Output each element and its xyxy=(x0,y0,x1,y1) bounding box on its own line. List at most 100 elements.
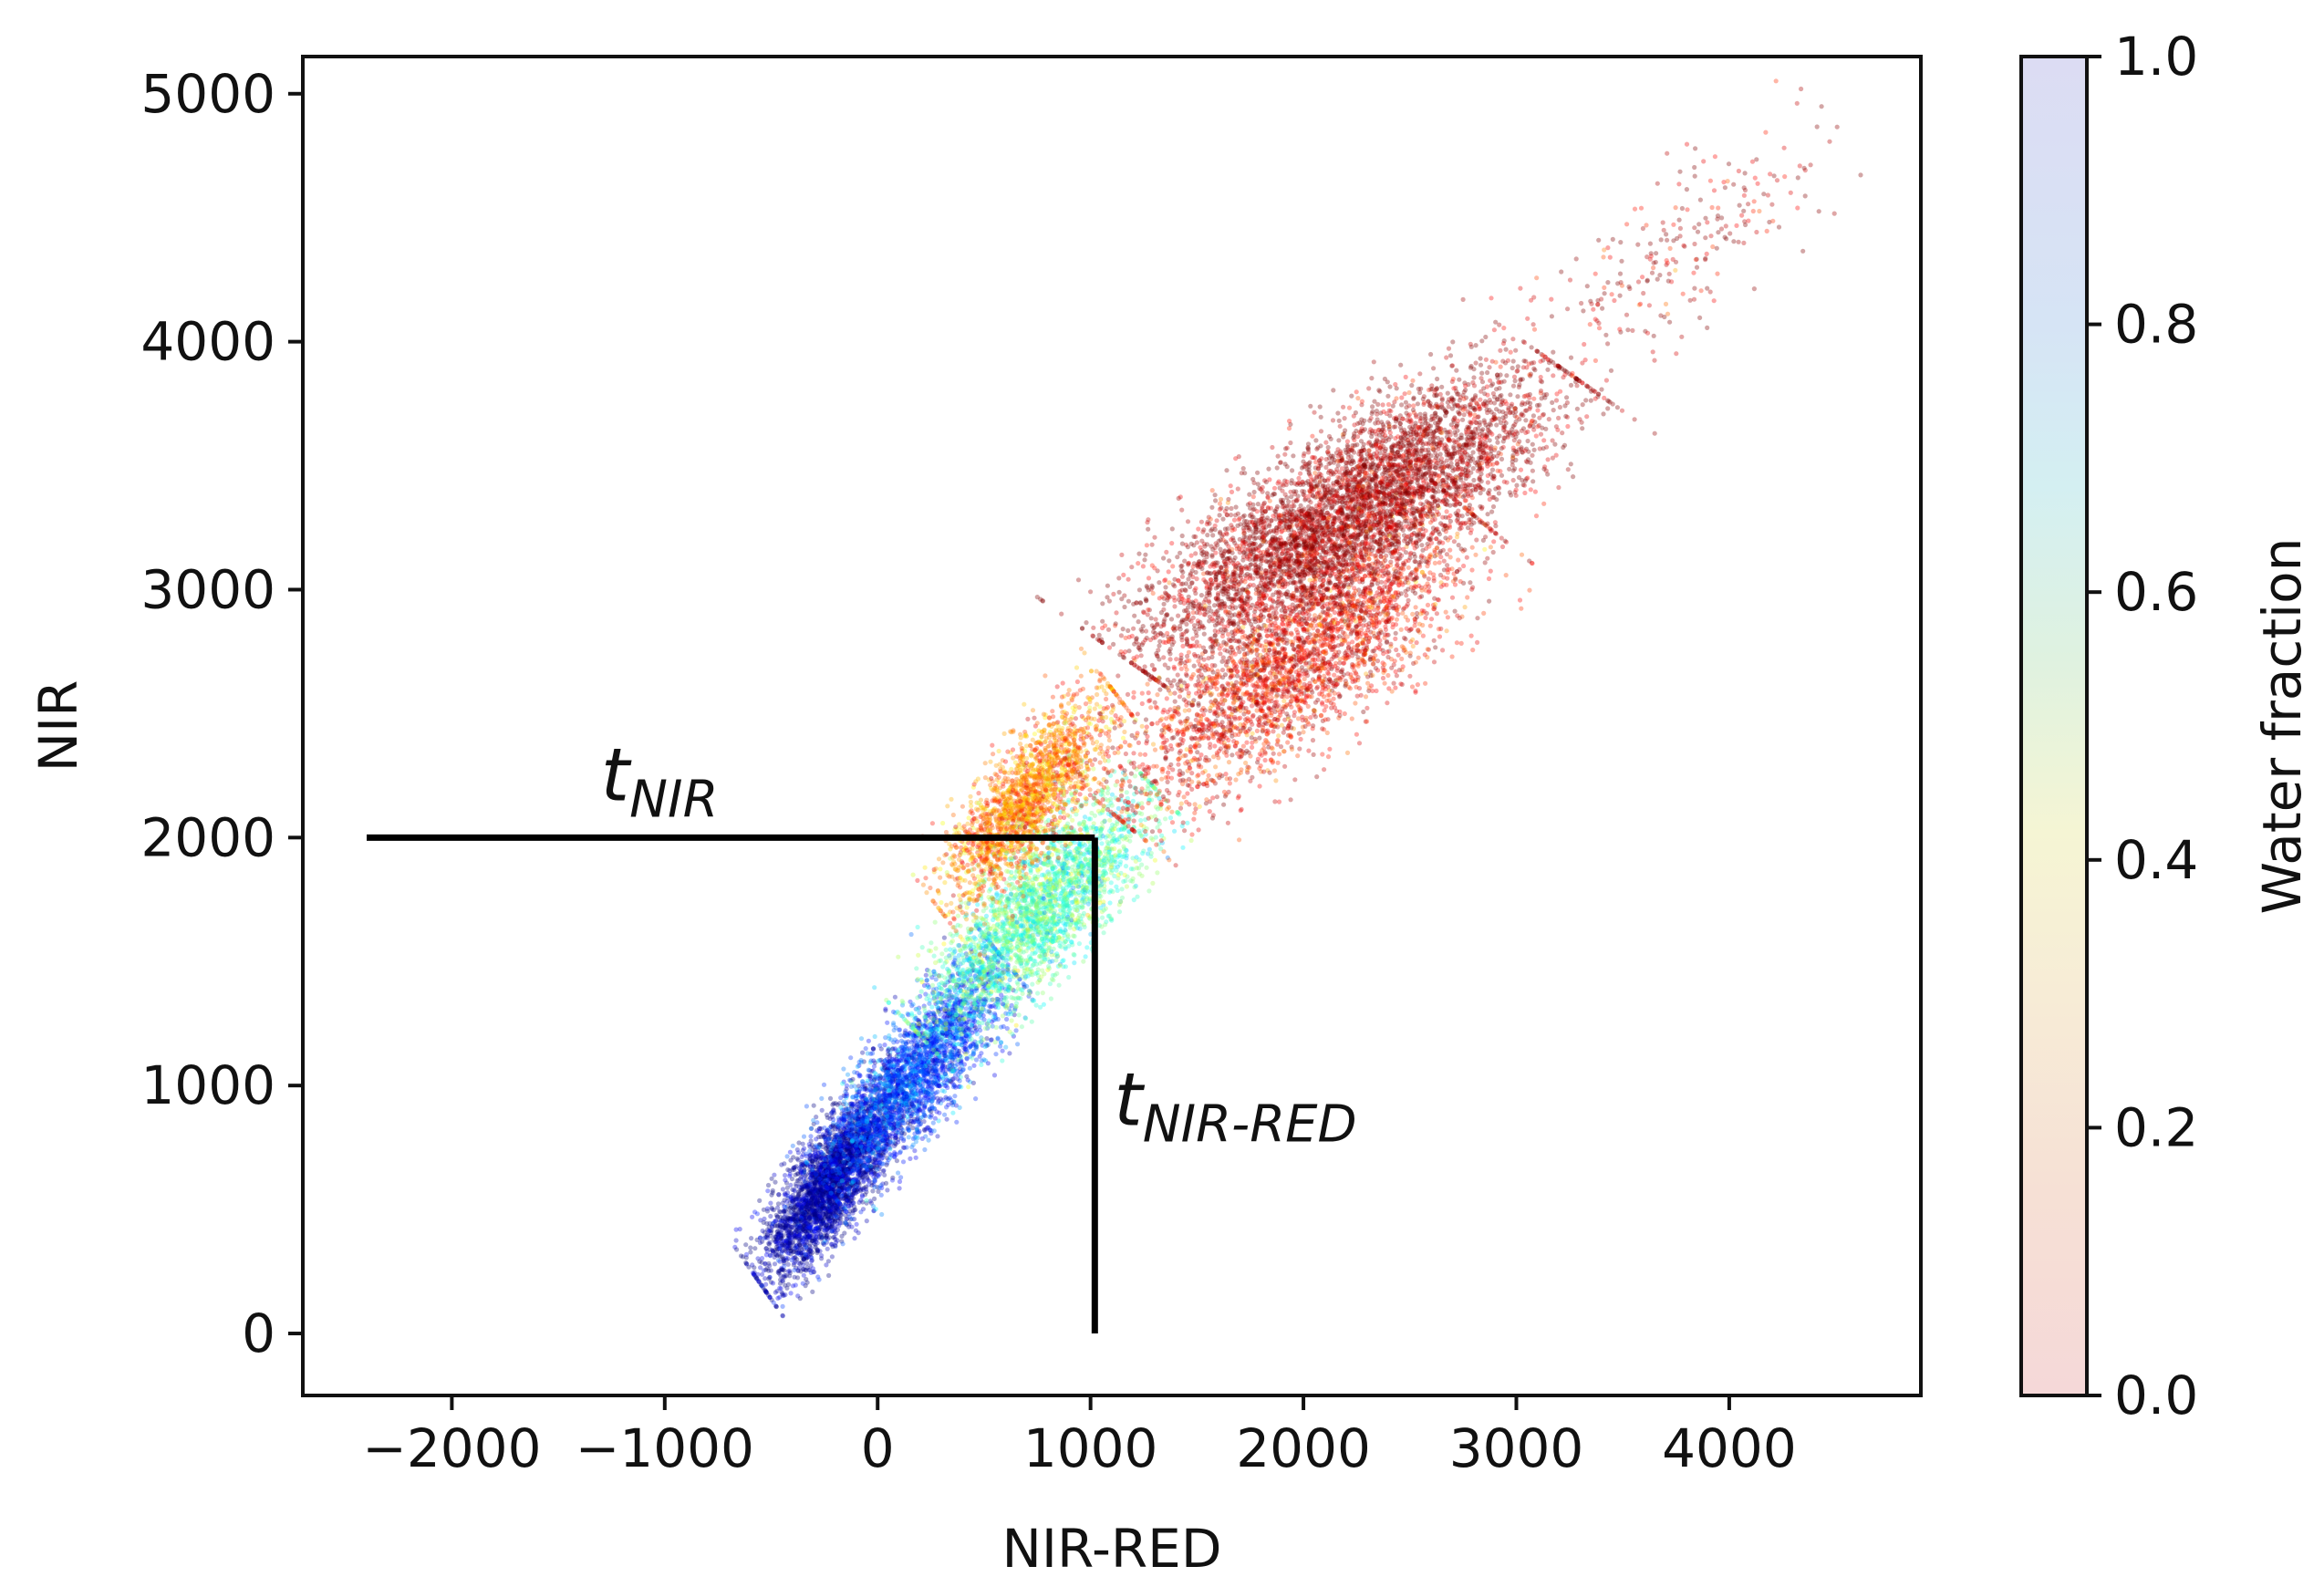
scatter-point xyxy=(819,1095,825,1101)
scatter-point xyxy=(880,1155,886,1160)
scatter-point xyxy=(761,1219,766,1225)
scatter-point xyxy=(819,1107,825,1113)
scatter-point xyxy=(838,1095,844,1101)
scatter-point xyxy=(808,1225,814,1230)
scatter-point xyxy=(807,1148,813,1154)
scatter-point xyxy=(788,1194,794,1199)
scatter-point xyxy=(811,1103,816,1108)
scatter-point xyxy=(814,1186,819,1191)
scatter-point xyxy=(799,1208,805,1213)
scatter-point xyxy=(898,1175,904,1180)
scatter-point xyxy=(822,1215,827,1220)
scatter-point xyxy=(854,1143,859,1148)
scatter-point xyxy=(930,1120,936,1125)
scatter-point xyxy=(790,1167,795,1173)
scatter-point xyxy=(886,1133,891,1138)
scatter-point xyxy=(768,1200,773,1206)
scatter-point xyxy=(797,1296,803,1302)
scatter-point xyxy=(787,1173,793,1178)
scatter-point xyxy=(804,1239,809,1244)
scatter-point xyxy=(807,1248,813,1253)
scatter-point xyxy=(869,1096,875,1102)
scatter-point xyxy=(743,1242,749,1248)
scatter-point xyxy=(773,1251,778,1257)
scatter-point xyxy=(1000,1048,1005,1053)
scatter-point xyxy=(800,1141,805,1146)
scatter-point xyxy=(748,1250,753,1255)
scatter-point xyxy=(773,1179,778,1185)
scatter-point xyxy=(897,1178,903,1185)
scatter-point xyxy=(799,1260,804,1265)
scatter-point xyxy=(743,1255,749,1260)
scatter-point xyxy=(813,1242,818,1248)
scatter-point xyxy=(829,1254,835,1260)
scatter-point xyxy=(799,1185,804,1191)
scatter-point xyxy=(772,1261,778,1267)
scatter-point xyxy=(860,1207,866,1212)
scatter-point xyxy=(864,1139,869,1146)
scatter-point xyxy=(785,1261,791,1267)
scatter-point xyxy=(791,1212,796,1218)
scatter-point xyxy=(774,1288,780,1294)
scatter-point xyxy=(763,1276,768,1281)
scatter-point xyxy=(864,1198,869,1203)
scatter-point xyxy=(897,1027,902,1032)
scatter-point xyxy=(846,1119,853,1125)
scatter-point xyxy=(765,1182,772,1188)
scatter-point xyxy=(915,1135,920,1141)
scatter-point xyxy=(820,1204,826,1209)
scatter-point xyxy=(816,1134,822,1140)
scatter-point xyxy=(766,1224,772,1229)
scatter-point xyxy=(752,1209,758,1215)
scatter-point xyxy=(838,1133,844,1138)
scatter-point xyxy=(794,1156,800,1161)
scatter-point xyxy=(828,1185,835,1190)
scatter-point xyxy=(773,1244,780,1250)
scatter-point xyxy=(991,1073,998,1078)
scatter-point xyxy=(1004,1016,1010,1022)
scatter-point xyxy=(757,1198,763,1203)
scatter-point xyxy=(807,1181,813,1187)
scatter-point xyxy=(872,1070,877,1075)
scatter-point xyxy=(803,1215,808,1220)
scatter-point xyxy=(828,1124,834,1129)
scatter-point xyxy=(778,1209,783,1215)
scatter-point xyxy=(759,1283,765,1289)
scatter-point xyxy=(926,1137,931,1143)
scatter-point xyxy=(835,1238,840,1243)
scatter-point xyxy=(871,1046,877,1052)
scatter-point xyxy=(817,1225,823,1231)
scatter-point xyxy=(763,1260,768,1266)
scatter-point xyxy=(923,1134,929,1139)
scatter-point xyxy=(816,1129,822,1135)
scatter-point xyxy=(883,1180,889,1186)
scatter-point xyxy=(783,1173,788,1178)
scatter-point xyxy=(924,978,929,983)
scatter-point xyxy=(784,1154,790,1159)
scatter-point xyxy=(854,1221,859,1227)
scatter-point xyxy=(796,1209,802,1215)
scatter-point xyxy=(830,1188,835,1194)
scatter-point xyxy=(825,1259,832,1264)
scatter-point xyxy=(814,1226,819,1231)
scatter-point xyxy=(785,1281,792,1287)
scatter-point xyxy=(840,1140,846,1146)
scatter-point xyxy=(979,1051,984,1056)
scatter-point xyxy=(804,1260,810,1266)
scatter-point xyxy=(780,1200,785,1206)
scatter-point xyxy=(950,1110,956,1115)
scatter-point xyxy=(778,1273,783,1279)
scatter-point xyxy=(856,1129,862,1135)
scatter-point xyxy=(804,1280,810,1285)
scatter-point xyxy=(804,1215,809,1220)
scatter-point xyxy=(819,1197,825,1202)
scatter-point xyxy=(812,1237,817,1243)
scatter-point xyxy=(849,1224,855,1229)
scatter-point xyxy=(782,1214,787,1219)
scatter-point xyxy=(809,1259,814,1264)
scatter-point xyxy=(971,1063,977,1068)
scatter-point xyxy=(808,1201,814,1207)
scatter-point xyxy=(918,1076,924,1082)
scatter-point xyxy=(877,1185,882,1190)
scatter-point xyxy=(807,1188,813,1195)
